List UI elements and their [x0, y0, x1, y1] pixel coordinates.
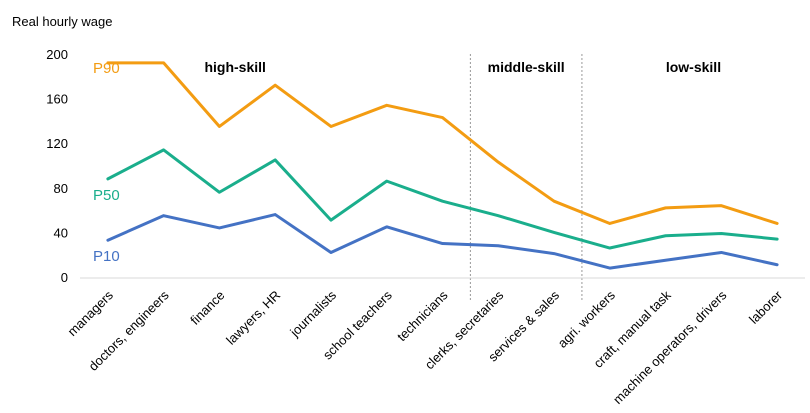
x-category-label: technicians	[394, 287, 451, 344]
series-label-p10: P10	[93, 248, 120, 265]
y-tick-label: 160	[46, 92, 68, 107]
series-label-p50: P50	[93, 187, 120, 204]
section-label-middle-skill: middle-skill	[488, 59, 565, 75]
series-line-p90	[106, 61, 779, 225]
y-tick-label: 200	[46, 47, 68, 62]
y-tick-label: 0	[61, 270, 68, 285]
y-tick-label: 120	[46, 136, 68, 151]
y-axis-title: Real hourly wage	[12, 14, 112, 29]
section-label-low-skill: low-skill	[666, 59, 721, 75]
series-lines	[106, 61, 779, 270]
y-axis-ticks: 0 40 80 120 160 200	[46, 47, 68, 285]
series-line-p10	[106, 213, 779, 270]
y-tick-label: 80	[54, 181, 68, 196]
y-tick-label: 40	[54, 225, 68, 240]
x-category-label: finance	[187, 288, 227, 328]
series-line-p50	[106, 148, 779, 250]
section-label-high-skill: high-skill	[204, 59, 265, 75]
x-category-label: managers	[65, 287, 117, 339]
x-category-label: machine operators, drivers	[610, 287, 730, 407]
section-labels: high-skill middle-skill low-skill	[204, 59, 721, 75]
x-category-label: laborer	[746, 287, 786, 327]
series-label-p90: P90	[93, 60, 120, 77]
section-dividers	[469, 54, 583, 300]
series-labels: P90 P50 P10	[93, 60, 120, 265]
x-category-label: lawyers, HR	[223, 288, 283, 348]
x-category-label: journalists	[286, 287, 339, 340]
